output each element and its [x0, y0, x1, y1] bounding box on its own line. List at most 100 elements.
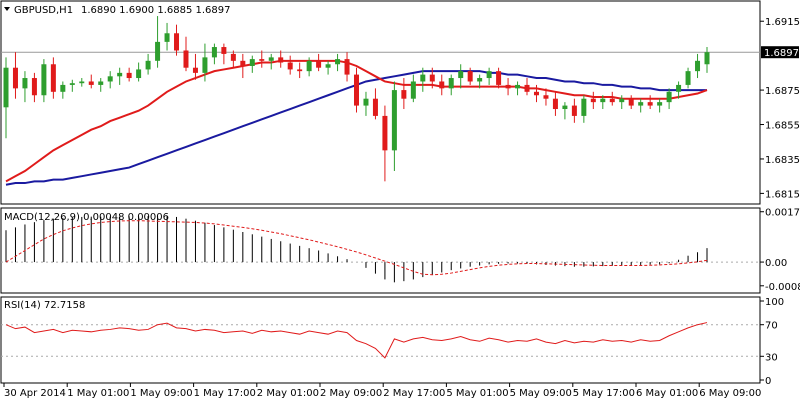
candle-body — [230, 53, 236, 61]
candle-body — [619, 98, 625, 103]
candle-body — [533, 91, 539, 96]
candle-body — [704, 52, 710, 65]
rsi-label: RSI(14) 72.7158 — [4, 300, 85, 311]
candle-body — [192, 67, 198, 73]
candle-body — [202, 57, 208, 73]
candle-body — [164, 33, 170, 42]
candle-body — [60, 84, 66, 92]
candle-body — [448, 78, 454, 89]
time-tick-label: 2 May 17:00 — [383, 388, 445, 399]
candle-body — [571, 105, 577, 116]
ohlc-label: 1.6890 1.6900 1.6885 1.6897 — [81, 5, 231, 16]
candle-body — [524, 84, 530, 92]
candle-body — [316, 60, 322, 68]
candle-body — [287, 62, 293, 70]
candle-body — [126, 72, 132, 79]
triangle-icon — [4, 7, 10, 11]
price-tick-label: 1.6875 — [765, 86, 800, 97]
candle-body — [609, 98, 615, 103]
candlesticks — [3, 16, 710, 182]
rsi-series-line — [5, 322, 708, 359]
price-axis: 1.6915 1.6875 1.6855 1.6835 1.6815 — [760, 17, 800, 200]
rsi-tick-label: 30 — [765, 352, 778, 363]
time-tick-label: 6 May 09:00 — [699, 388, 761, 399]
candle-body — [41, 64, 47, 96]
candle-body — [515, 84, 521, 89]
time-tick-label: 5 May 17:00 — [573, 388, 635, 399]
macd-tick-label: -0.00082 — [765, 282, 800, 293]
candle-body — [22, 78, 28, 89]
candle-body — [496, 71, 502, 85]
candle-body — [3, 67, 9, 108]
candle-body — [581, 98, 587, 116]
time-tick-label: 2 May 09:00 — [320, 388, 382, 399]
candle-body — [240, 60, 246, 66]
header-symbol: GBPUSD,H1 1.6890 1.6900 1.6885 1.6897 — [4, 5, 231, 16]
candle-body — [211, 47, 217, 58]
candle-body — [79, 81, 85, 84]
candle-body — [666, 91, 672, 103]
price-tick-label: 1.6915 — [765, 17, 800, 28]
candle-body — [155, 41, 161, 61]
price-label: 1.6897 — [764, 48, 799, 59]
price-tick-label: 1.6855 — [765, 121, 800, 132]
candle-body — [458, 71, 464, 79]
candle-body — [107, 76, 113, 82]
candle-body — [145, 60, 151, 70]
candle-body — [676, 84, 682, 92]
candle-body — [382, 115, 388, 151]
symbol-label: GBPUSD,H1 — [14, 5, 73, 16]
rsi-tick-label: 0 — [765, 376, 771, 387]
candle-body — [420, 74, 426, 82]
time-tick-label: 1 May 09:00 — [130, 388, 192, 399]
candle-body — [410, 81, 416, 99]
time-tick-label: 30 Apr 2014 — [4, 388, 66, 399]
candle-body — [136, 69, 142, 79]
macd-tick-label: 0.00 — [765, 258, 787, 269]
price-tick-label: 1.6815 — [765, 189, 800, 200]
candle-body — [562, 105, 568, 110]
candle-body — [638, 102, 644, 106]
rsi-tick-label: 100 — [765, 297, 784, 308]
candle-body — [98, 81, 104, 85]
macd-axis: 0.00174 0.00 -0.00082 — [1, 208, 800, 293]
rsi-line — [5, 322, 708, 359]
time-tick-label: 1 May 01:00 — [67, 388, 129, 399]
candle-body — [657, 102, 663, 106]
candle-body — [221, 47, 227, 54]
candle-body — [259, 59, 265, 61]
candle-body — [117, 72, 123, 77]
candle-body — [268, 57, 274, 61]
rsi-panel — [0, 296, 761, 384]
candle-body — [685, 71, 691, 85]
candle-body — [183, 50, 189, 68]
rsi-axis: 100 70 30 0 — [1, 297, 784, 387]
candle-body — [69, 83, 75, 85]
candle-body — [372, 98, 378, 116]
candle-body — [600, 98, 606, 103]
candle-body — [552, 98, 558, 110]
candle-body — [31, 78, 37, 96]
macd-label: MACD(12,26,9) 0.00048 0.00006 — [4, 212, 169, 223]
candle-body — [695, 60, 701, 72]
candle-body — [335, 59, 341, 65]
time-tick-label: 2 May 01:00 — [257, 388, 319, 399]
candle-body — [543, 95, 549, 99]
candle-body — [354, 74, 359, 106]
time-tick-label: 1 May 17:00 — [194, 388, 256, 399]
candle-body — [628, 98, 634, 106]
candle-body — [647, 102, 653, 106]
candle-body — [363, 98, 369, 106]
time-tick-label: 6 May 01:00 — [636, 388, 698, 399]
candle-body — [391, 90, 397, 151]
candle-body — [249, 59, 255, 66]
macd-panel — [0, 207, 761, 294]
rsi-tick-label: 70 — [765, 321, 778, 332]
candle-body — [467, 71, 473, 82]
candle-body — [297, 69, 303, 72]
macd-tick-label: 0.00174 — [765, 208, 800, 219]
candle-body — [486, 71, 492, 79]
ma-fast-line — [5, 59, 708, 183]
candle-body — [174, 33, 180, 51]
